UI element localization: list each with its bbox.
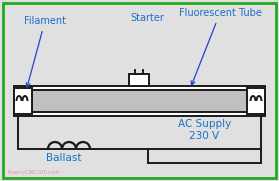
Text: Starter: Starter — [130, 13, 164, 23]
Text: 230 V: 230 V — [189, 131, 220, 141]
Bar — [14, 86, 265, 116]
FancyBboxPatch shape — [3, 3, 276, 178]
Text: Fluorescent Tube: Fluorescent Tube — [179, 8, 261, 85]
Text: Ballast: Ballast — [46, 153, 82, 163]
Bar — [129, 74, 149, 86]
Text: theoryCIRCUIT.com: theoryCIRCUIT.com — [8, 170, 60, 175]
Text: Filament: Filament — [24, 16, 66, 87]
Bar — [32, 90, 247, 112]
Text: AC Supply: AC Supply — [178, 119, 231, 129]
Bar — [247, 88, 265, 114]
Bar — [14, 88, 32, 114]
